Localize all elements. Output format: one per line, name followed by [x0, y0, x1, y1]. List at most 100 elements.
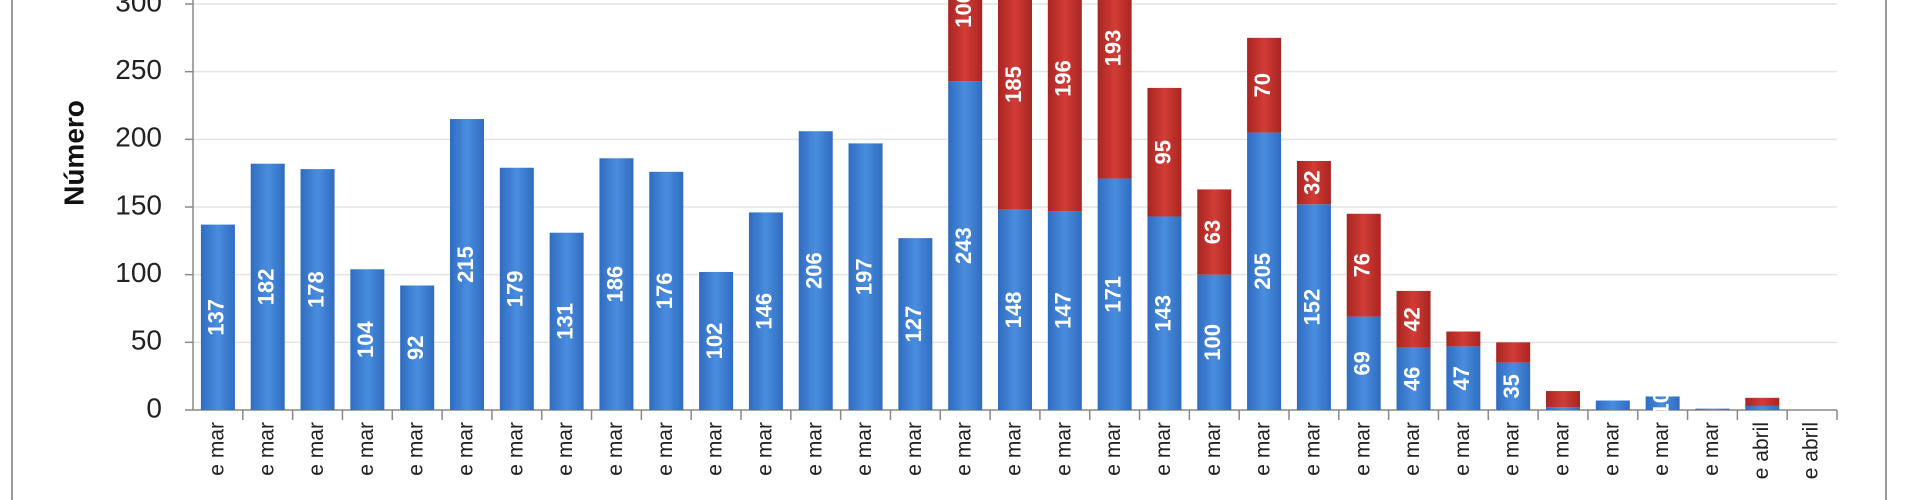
- bar-segment: [1346, 213, 1381, 317]
- bar-segment: [200, 224, 235, 410]
- value-label: 131: [552, 303, 577, 340]
- x-tick-label: e mar: [1451, 422, 1474, 476]
- bar-segment: [1396, 290, 1431, 348]
- bar-segment: [848, 143, 883, 411]
- y-axis-title: Número: [58, 100, 89, 206]
- value-label: 197: [851, 258, 876, 295]
- x-tick-label: e mar: [255, 422, 278, 476]
- bar-segment: [748, 212, 783, 410]
- x-tick-label: e mar: [1202, 422, 1225, 476]
- bar-segment: [1296, 204, 1331, 410]
- bar-segment: [998, 0, 1032, 210]
- value-label: 32: [1300, 170, 1325, 194]
- bar-segment: [499, 167, 534, 410]
- x-tick-label: e mar: [903, 422, 926, 476]
- x-tick-label: e mar: [355, 422, 378, 476]
- bar-segment: [1496, 362, 1531, 410]
- value-label: 102: [702, 323, 727, 360]
- bar-segment: [898, 238, 933, 410]
- bar-segment: [1047, 0, 1082, 212]
- bar-segment: [1047, 211, 1082, 410]
- value-label: 106: [951, 0, 976, 28]
- bar-segment: [1446, 346, 1481, 410]
- value-label: 185: [1001, 66, 1026, 103]
- bar-segment: [549, 232, 584, 410]
- bar-segment: [649, 171, 684, 410]
- bar-segment: [1097, 0, 1132, 179]
- x-tick-label: e mar: [704, 422, 727, 476]
- value-label: 104: [353, 321, 378, 358]
- bar-segment: [1695, 408, 1730, 410]
- value-label: 193: [1100, 30, 1125, 67]
- x-tick-label: e mar: [953, 422, 976, 476]
- value-label: 179: [503, 271, 528, 308]
- x-tick-label: e mar: [554, 422, 577, 476]
- value-label: 182: [254, 268, 279, 305]
- bar-segment: [1745, 405, 1780, 410]
- bar-segment: [1546, 391, 1580, 408]
- value-label: 47: [1449, 366, 1474, 390]
- bar-segment: [1097, 178, 1132, 410]
- value-label: 92: [403, 336, 428, 360]
- bar-segment: [1296, 160, 1331, 205]
- value-label: 215: [453, 246, 478, 283]
- value-label: 100: [1200, 324, 1225, 361]
- value-label: 147: [1051, 292, 1076, 329]
- value-label: 127: [901, 306, 926, 343]
- value-label: 243: [951, 227, 976, 264]
- x-tick-label: e mar: [1003, 422, 1026, 476]
- x-tick-label: e mar: [1052, 422, 1075, 476]
- bar-segment: [300, 169, 335, 410]
- bar-segment: [1147, 216, 1182, 410]
- x-tick-label: e mar: [853, 422, 876, 476]
- y-tick-label: 50: [131, 325, 162, 356]
- bar-segment: [998, 209, 1032, 410]
- value-label: 186: [602, 266, 627, 303]
- value-label: 152: [1300, 289, 1325, 326]
- x-tick-label: e mar: [455, 422, 478, 476]
- bar-segment: [1197, 274, 1232, 410]
- value-label: 35: [1499, 374, 1524, 398]
- value-label: 69: [1350, 351, 1375, 375]
- x-tick-label: e mar: [654, 422, 677, 476]
- y-tick-label: 200: [115, 122, 162, 153]
- bar-segment: [1745, 397, 1780, 406]
- x-tick-label: e mar: [1600, 422, 1623, 476]
- bar-segment: [1147, 87, 1182, 217]
- x-tick-label: e abril: [1750, 422, 1773, 479]
- value-label: 63: [1200, 220, 1225, 244]
- value-label: 178: [303, 271, 328, 308]
- x-tick-label: e mar: [1301, 422, 1324, 476]
- value-label: 42: [1399, 307, 1424, 331]
- x-tick-label: e mar: [1102, 422, 1125, 476]
- bar-segment: [699, 271, 734, 410]
- bar-segment: [1595, 400, 1630, 410]
- bar-segment: [1496, 342, 1531, 363]
- x-tick-label: e mar: [305, 422, 328, 476]
- bar-segment: [1197, 189, 1232, 275]
- bar-segment: [350, 269, 385, 410]
- bar-segment: [1346, 316, 1381, 410]
- x-tick-label: e mar: [405, 422, 428, 476]
- value-label: 137: [204, 299, 229, 336]
- y-tick-label: 300: [115, 0, 162, 17]
- bar-segment: [400, 285, 435, 410]
- value-label: 46: [1399, 367, 1424, 391]
- x-tick-label: e mar: [1551, 422, 1574, 476]
- value-label: 206: [802, 252, 827, 289]
- bar-segment: [798, 131, 833, 411]
- x-tick-label: e mar: [1252, 422, 1275, 476]
- value-label: 70: [1250, 73, 1275, 97]
- value-label: 205: [1250, 253, 1275, 290]
- value-label: 148: [1001, 291, 1026, 328]
- value-label: 95: [1150, 140, 1175, 164]
- bar-segment: [450, 119, 484, 411]
- bar-segment: [250, 163, 285, 410]
- bar-segment: [1645, 396, 1680, 410]
- y-tick-label: 100: [115, 257, 162, 288]
- x-tick-label: e abril: [1800, 422, 1823, 479]
- x-tick-label: e mar: [1700, 422, 1723, 476]
- y-tick-label: 150: [115, 189, 162, 220]
